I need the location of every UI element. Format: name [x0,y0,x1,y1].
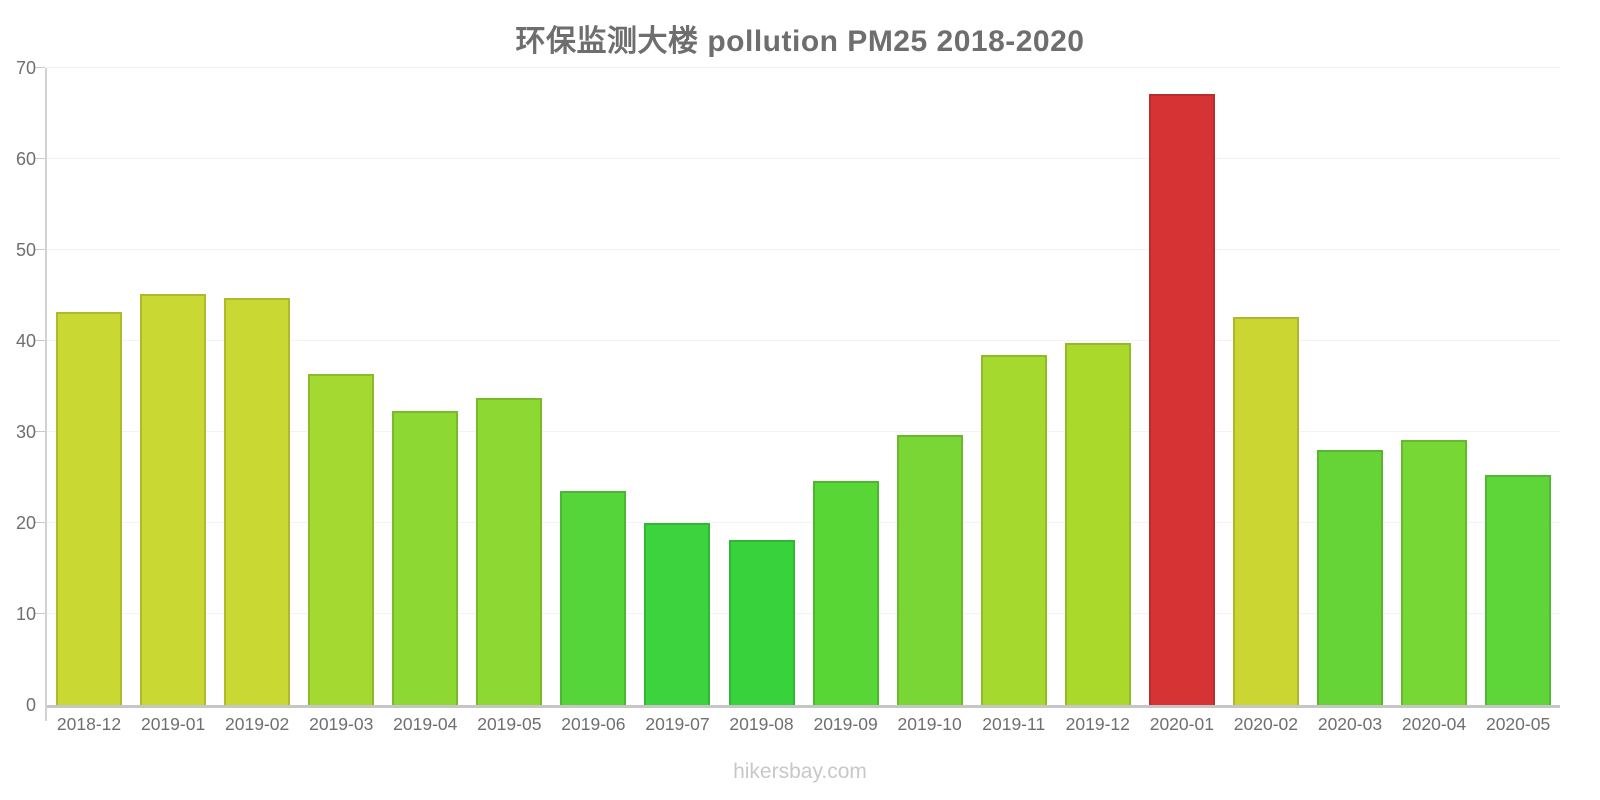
y-tick-70 [35,67,45,68]
bar-slot-2019-04 [383,68,467,705]
x-axis-label-2019-04: 2019-04 [393,714,458,734]
y-axis-label-10: 10 [15,604,36,624]
x-axis-label-2019-07: 2019-07 [645,714,710,734]
x-axis-label-2019-06: 2019-06 [561,714,626,734]
bar-2020-02[interactable] [1232,317,1299,705]
bar-slot-2019-01 [131,68,215,705]
bar-2019-12[interactable] [1064,342,1131,705]
y-axis-label-40: 40 [15,331,36,351]
y-axis-label-30: 30 [15,422,36,442]
gridline-60 [47,157,1560,159]
y-tick-60 [35,157,45,159]
y-axis-label-20: 20 [15,513,36,533]
x-axis-label-2019-11: 2019-11 [982,714,1046,734]
bar-2018-12[interactable] [56,311,123,705]
bar-slot-2020-02 [1224,68,1308,705]
y-axis-label-0: 0 [25,695,36,715]
x-axis-labels: 2018-12 2019-01 2019-02 2019-03 2019-04 2019-… [47,714,1560,735]
bar-slot-2019-09 [804,68,888,705]
bar-slot-2019-05 [467,68,551,705]
x-axis-label-2019-01: 2019-01 [140,714,206,734]
x-axis-label-2019-03: 2019-03 [309,714,374,734]
x-axis-label-2019-10: 2019-10 [897,714,962,734]
bar-slot-2019-10 [888,68,972,705]
x-axis-label-2019-08: 2019-08 [729,714,794,734]
bar-2019-02[interactable] [224,298,291,705]
bar-2020-05[interactable] [1485,474,1552,705]
y-axis-label-50: 50 [15,240,36,260]
bar-slot-2019-06 [551,68,635,705]
bar-slot-2019-02 [215,68,299,705]
watermark-text: hikersbay.com [733,760,867,783]
y-tick-30 [35,430,45,432]
bar-2019-05[interactable] [476,398,543,705]
bar-2020-04[interactable] [1401,440,1468,705]
bar-2019-09[interactable] [812,481,879,705]
gridline-30 [47,430,1560,432]
x-axis-label-2019-12: 2019-12 [1065,714,1130,734]
bars-container [47,68,1560,705]
x-axis-label-2018-12: 2018-12 [56,714,122,734]
bar-slot-2019-12 [1056,68,1140,705]
bar-slot-2020-04 [1392,68,1476,705]
gridline-20 [47,522,1560,523]
bar-2020-03[interactable] [1316,450,1383,705]
bar-slot-2018-12 [47,68,131,705]
bar-2020-01[interactable] [1148,94,1215,705]
bar-2019-07[interactable] [644,523,711,705]
gridline-70 [47,67,1560,68]
y-axis-tail [45,705,47,721]
chart-title: 环保监测大楼 pollution PM25 2018-2020 [515,25,1085,58]
y-tick-50 [35,248,45,250]
x-axis-label-2020-03: 2020-03 [1317,714,1383,734]
y-tick-10 [35,613,45,614]
bar-slot-2019-07 [635,68,719,705]
bar-slot-2019-03 [299,68,383,705]
gridline-10 [47,613,1560,614]
bar-2019-01[interactable] [140,293,207,705]
y-tick-20 [35,522,45,523]
bar-2019-03[interactable] [308,373,375,705]
x-axis-label-2020-04: 2020-04 [1401,714,1467,734]
x-axis-label-2020-02: 2020-02 [1233,714,1299,734]
x-axis-label-2020-05: 2020-05 [1485,714,1551,734]
bar-slot-2020-01 [1140,68,1224,705]
bar-slot-2019-08 [720,68,804,705]
bar-slot-2020-05 [1476,68,1560,705]
bar-2019-11[interactable] [980,354,1047,705]
bar-2019-10[interactable] [896,434,963,705]
y-axis-label-70: 70 [15,58,36,78]
y-axis-label-60: 60 [15,149,36,169]
x-axis-label-2020-01: 2020-01 [1149,714,1214,734]
plot-area [35,67,1560,721]
x-axis-label-2019-02: 2019-02 [225,714,290,734]
bar-2019-06[interactable] [560,491,627,705]
bar-slot-2020-03 [1308,68,1392,705]
x-axis-label-2019-09: 2019-09 [813,714,878,734]
gridline-40 [47,340,1560,341]
gridline-50 [47,248,1560,250]
bar-2019-04[interactable] [392,411,459,705]
x-axis-label-2019-05: 2019-05 [477,714,542,734]
bar-2019-08[interactable] [728,540,795,705]
y-tick-40 [35,340,45,341]
bar-slot-2019-11 [972,68,1056,705]
